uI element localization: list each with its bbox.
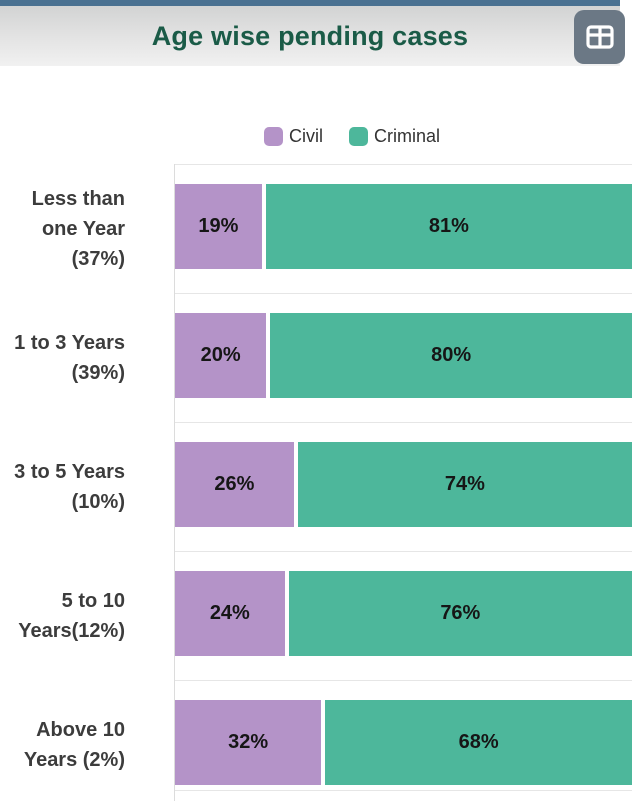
chart-row: 1 to 3 Years (39%) 20% 80% [0, 293, 632, 422]
grid-line [175, 164, 632, 165]
criminal-bar-segment[interactable]: 74% [297, 442, 632, 527]
chart-row: Above 10 Years (2%) 32% 68% [0, 680, 632, 801]
criminal-swatch-icon [348, 126, 368, 146]
grid-line [175, 680, 632, 681]
criminal-bar-segment[interactable]: 76% [288, 571, 632, 656]
civil-bar-segment[interactable]: 20% [175, 313, 267, 398]
stacked-bar: 20% 80% [175, 313, 632, 398]
civil-bar-value: 32% [228, 731, 269, 753]
grid-line [175, 551, 632, 552]
chart-row: 3 to 5 Years (10%) 26% 74% [0, 422, 632, 551]
chart-header: Age wise pending cases [0, 6, 620, 66]
civil-bar-segment[interactable]: 26% [175, 442, 294, 527]
civil-bar-segment[interactable]: 19% [175, 184, 262, 269]
legend-label: Criminal [373, 125, 440, 146]
stacked-bar: 24% 76% [175, 571, 632, 656]
chart-legend: Civil Criminal [72, 124, 632, 148]
criminal-bar-value: 76% [440, 602, 481, 624]
civil-bar-value: 19% [198, 215, 239, 237]
stacked-bar: 19% 81% [175, 184, 632, 269]
grid-line [175, 790, 632, 791]
legend-item-criminal[interactable]: Criminal [348, 125, 440, 147]
legend-item-civil[interactable]: Civil [263, 125, 323, 147]
top-accent-bar [0, 0, 620, 6]
category-label: Less than one Year (37%) [31, 187, 125, 270]
criminal-bar-segment[interactable]: 80% [270, 313, 632, 398]
table-grid-icon [585, 24, 614, 50]
civil-bar-value: 20% [200, 344, 241, 366]
category-label: 3 to 5 Years (10%) [14, 460, 125, 513]
civil-bar-value: 26% [214, 473, 255, 495]
page-title: Age wise pending cases [151, 20, 469, 51]
stacked-bar: 26% 74% [175, 442, 632, 527]
civil-swatch-icon [263, 126, 283, 146]
criminal-bar-segment[interactable]: 81% [265, 184, 632, 269]
category-label: Above 10 Years (2%) [23, 718, 125, 771]
chart-menu-button[interactable] [574, 10, 625, 64]
criminal-bar-value: 80% [431, 344, 472, 366]
y-axis-line [174, 164, 175, 801]
civil-bar-value: 24% [209, 602, 250, 624]
category-label: 5 to 10 Years(12%) [18, 589, 125, 642]
criminal-bar-segment[interactable]: 68% [325, 700, 632, 785]
civil-bar-segment[interactable]: 24% [175, 571, 285, 656]
plot-area: Less than one Year (37%) 19% 81% 1 to 3 … [0, 164, 632, 801]
criminal-bar-value: 81% [428, 215, 469, 237]
grid-line [175, 293, 632, 294]
legend-label: Civil [288, 125, 323, 146]
chart-row: 5 to 10 Years(12%) 24% 76% [0, 551, 632, 680]
stacked-bar: 32% 68% [175, 700, 632, 785]
category-label: 1 to 3 Years (39%) [14, 331, 125, 384]
grid-line [175, 422, 632, 423]
criminal-bar-value: 74% [444, 473, 485, 495]
civil-bar-segment[interactable]: 32% [175, 700, 322, 785]
chart-row: Less than one Year (37%) 19% 81% [0, 164, 632, 293]
criminal-bar-value: 68% [458, 731, 499, 753]
